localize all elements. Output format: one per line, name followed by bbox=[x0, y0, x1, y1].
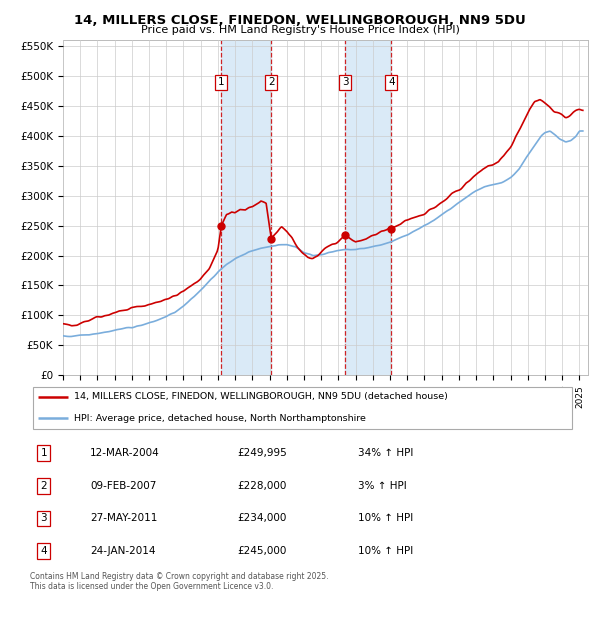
Text: 34% ↑ HPI: 34% ↑ HPI bbox=[358, 448, 413, 458]
Text: 4: 4 bbox=[40, 546, 47, 556]
Text: 24-JAN-2014: 24-JAN-2014 bbox=[90, 546, 155, 556]
Text: Price paid vs. HM Land Registry's House Price Index (HPI): Price paid vs. HM Land Registry's House … bbox=[140, 25, 460, 35]
Text: Contains HM Land Registry data © Crown copyright and database right 2025.
This d: Contains HM Land Registry data © Crown c… bbox=[30, 572, 329, 591]
Text: 10% ↑ HPI: 10% ↑ HPI bbox=[358, 546, 413, 556]
Text: 1: 1 bbox=[218, 77, 224, 87]
Text: HPI: Average price, detached house, North Northamptonshire: HPI: Average price, detached house, Nort… bbox=[74, 414, 365, 423]
Text: 1: 1 bbox=[40, 448, 47, 458]
Text: £249,995: £249,995 bbox=[238, 448, 287, 458]
FancyBboxPatch shape bbox=[33, 387, 572, 428]
Text: £245,000: £245,000 bbox=[238, 546, 287, 556]
Text: 3: 3 bbox=[40, 513, 47, 523]
Text: 12-MAR-2004: 12-MAR-2004 bbox=[90, 448, 160, 458]
Text: 3% ↑ HPI: 3% ↑ HPI bbox=[358, 481, 406, 491]
Text: 3: 3 bbox=[342, 77, 349, 87]
Bar bbox=[345, 40, 391, 375]
Text: 09-FEB-2007: 09-FEB-2007 bbox=[90, 481, 157, 491]
Text: 14, MILLERS CLOSE, FINEDON, WELLINGBOROUGH, NN9 5DU (detached house): 14, MILLERS CLOSE, FINEDON, WELLINGBOROU… bbox=[74, 392, 448, 402]
Text: 2: 2 bbox=[40, 481, 47, 491]
Text: 27-MAY-2011: 27-MAY-2011 bbox=[90, 513, 157, 523]
Text: 4: 4 bbox=[388, 77, 395, 87]
Text: 14, MILLERS CLOSE, FINEDON, WELLINGBOROUGH, NN9 5DU: 14, MILLERS CLOSE, FINEDON, WELLINGBOROU… bbox=[74, 14, 526, 27]
Text: £234,000: £234,000 bbox=[238, 513, 287, 523]
Bar bbox=[221, 40, 271, 375]
Text: £228,000: £228,000 bbox=[238, 481, 287, 491]
Text: 10% ↑ HPI: 10% ↑ HPI bbox=[358, 513, 413, 523]
Text: 2: 2 bbox=[268, 77, 275, 87]
